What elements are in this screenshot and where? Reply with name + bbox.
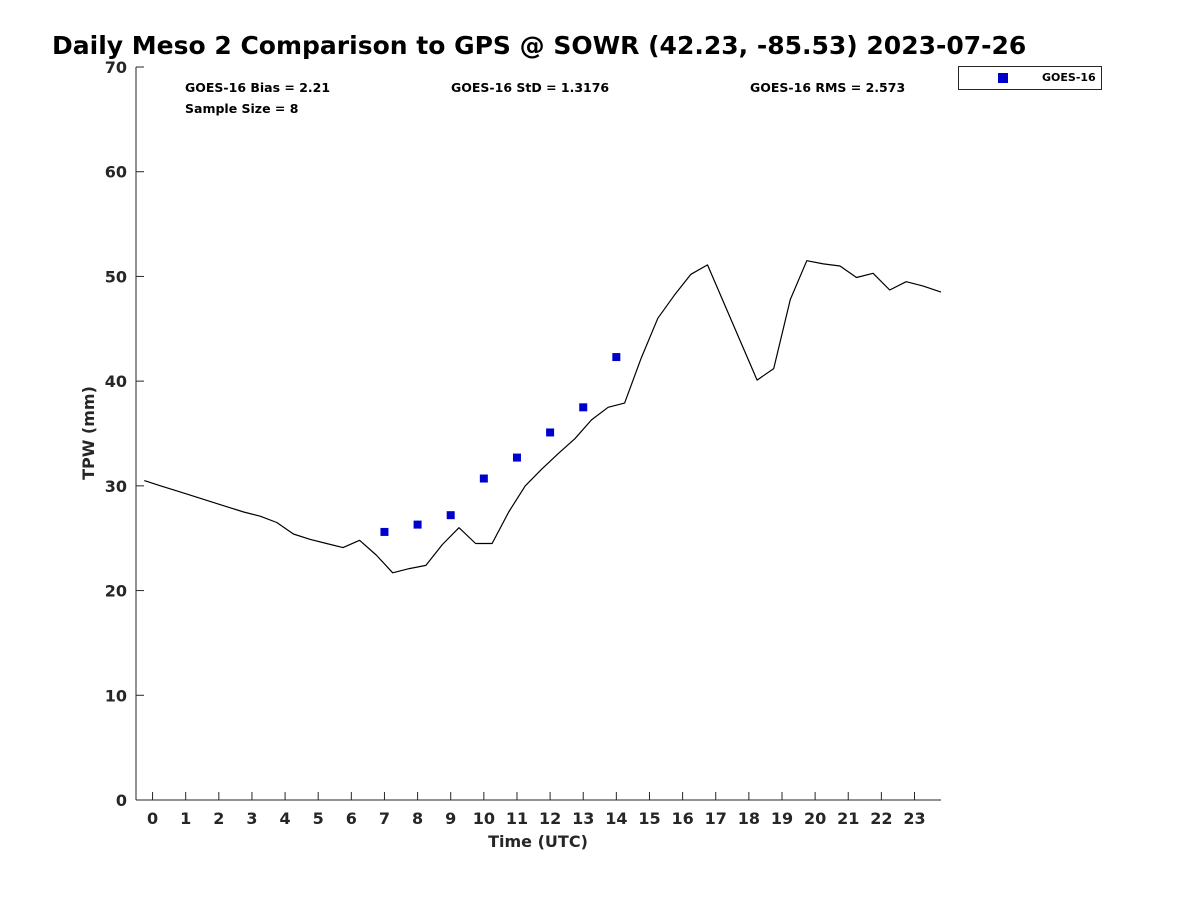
legend-marker bbox=[998, 73, 1008, 83]
x-tick-label: 23 bbox=[903, 809, 925, 828]
legend-label: GOES-16 bbox=[1042, 71, 1096, 84]
x-tick-label: 3 bbox=[246, 809, 257, 828]
x-tick-label: 13 bbox=[572, 809, 594, 828]
gps-tpw-line bbox=[144, 260, 942, 574]
x-tick-label: 1 bbox=[180, 809, 191, 828]
x-tick-label: 22 bbox=[870, 809, 892, 828]
x-tick-label: 19 bbox=[771, 809, 793, 828]
x-tick-label: 11 bbox=[506, 809, 528, 828]
x-tick-label: 9 bbox=[445, 809, 456, 828]
x-tick-label: 17 bbox=[705, 809, 727, 828]
stat-bias: GOES-16 Bias = 2.21 bbox=[185, 80, 330, 95]
x-tick-label: 8 bbox=[412, 809, 423, 828]
x-tick-label: 5 bbox=[313, 809, 324, 828]
x-tick-label: 14 bbox=[605, 809, 627, 828]
x-tick-label: 18 bbox=[738, 809, 760, 828]
x-tick-label: 7 bbox=[379, 809, 390, 828]
y-tick-label: 70 bbox=[105, 58, 127, 77]
y-tick-label: 30 bbox=[105, 477, 127, 496]
goes16-point bbox=[612, 353, 621, 362]
goes16-point bbox=[446, 511, 455, 520]
y-tick-label: 50 bbox=[105, 267, 127, 286]
stat-std: GOES-16 StD = 1.3176 bbox=[451, 80, 609, 95]
goes16-point bbox=[512, 453, 521, 462]
x-tick-label: 20 bbox=[804, 809, 826, 828]
goes16-point bbox=[479, 474, 488, 483]
y-axis-label: TPW (mm) bbox=[79, 386, 98, 480]
chart-title: Daily Meso 2 Comparison to GPS @ SOWR (4… bbox=[52, 31, 1026, 60]
y-tick-label: 60 bbox=[105, 163, 127, 182]
goes16-points-layer bbox=[380, 353, 621, 536]
x-tick-label: 2 bbox=[213, 809, 224, 828]
x-tick-label: 0 bbox=[147, 809, 158, 828]
x-tick-label: 4 bbox=[280, 809, 291, 828]
gps-line-layer bbox=[144, 260, 942, 574]
x-tick-label: 21 bbox=[837, 809, 859, 828]
x-tick-label: 15 bbox=[638, 809, 660, 828]
y-tick-label: 20 bbox=[105, 582, 127, 601]
x-tick-label: 6 bbox=[346, 809, 357, 828]
y-tick-label: 0 bbox=[116, 791, 127, 810]
stat-rms: GOES-16 RMS = 2.573 bbox=[750, 80, 905, 95]
goes16-point bbox=[413, 520, 422, 529]
stats-annotations: GOES-16 Bias = 2.21 GOES-16 StD = 1.3176… bbox=[185, 80, 905, 116]
y-tick-label: 10 bbox=[105, 686, 127, 705]
x-tick-label: 12 bbox=[539, 809, 561, 828]
x-tick-label: 16 bbox=[671, 809, 693, 828]
x-axis-label: Time (UTC) bbox=[488, 832, 588, 851]
legend: GOES-16 bbox=[958, 66, 1102, 90]
goes16-point bbox=[546, 428, 555, 437]
goes16-point bbox=[579, 403, 588, 412]
x-tick-label: 10 bbox=[473, 809, 495, 828]
stat-sample-size: Sample Size = 8 bbox=[185, 101, 298, 116]
goes16-point bbox=[380, 527, 389, 536]
legend-box bbox=[958, 66, 1102, 90]
y-tick-label: 40 bbox=[105, 372, 127, 391]
